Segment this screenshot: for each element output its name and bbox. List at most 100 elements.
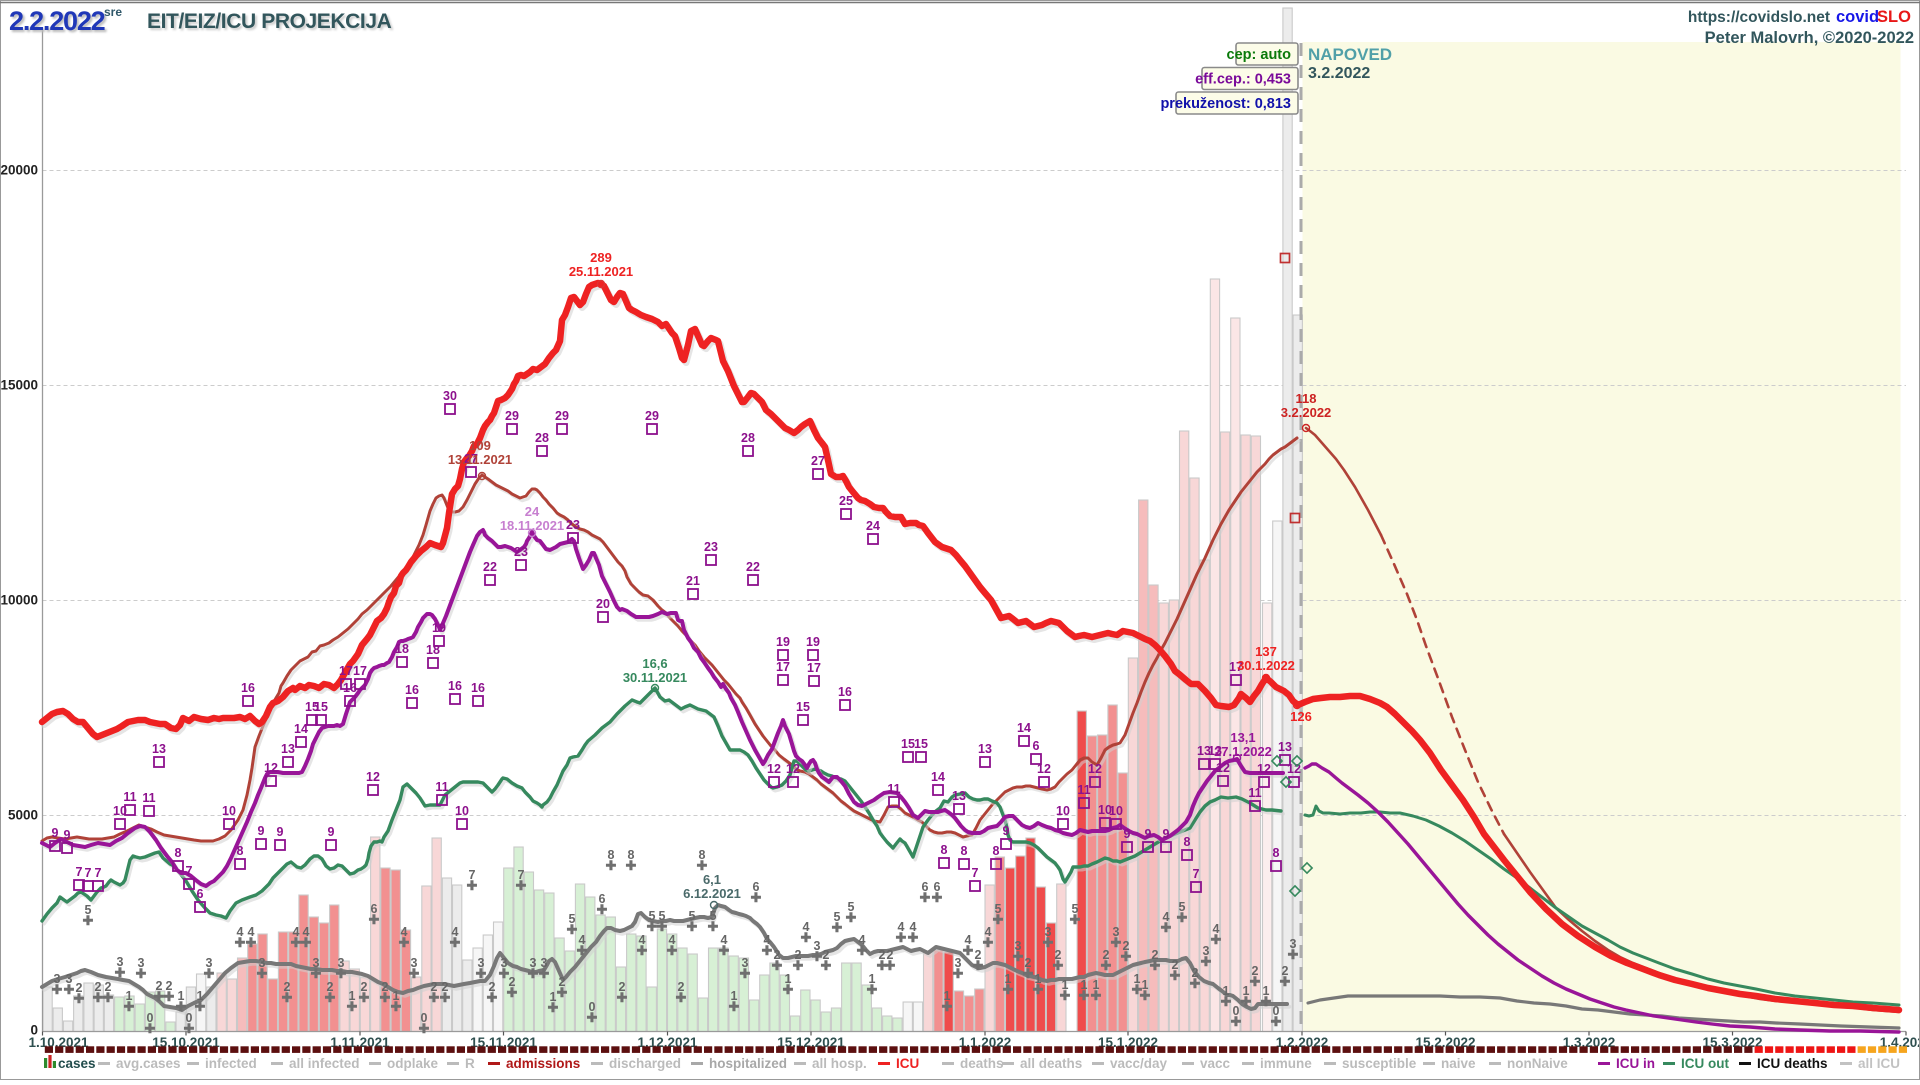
- svg-text:✚: ✚: [729, 999, 740, 1014]
- svg-text:1: 1: [1243, 984, 1250, 998]
- svg-text:2: 2: [509, 975, 516, 989]
- svg-text:✚: ✚: [1013, 949, 1024, 964]
- svg-text:✚: ✚: [419, 1021, 430, 1036]
- svg-text:✚: ✚: [1161, 920, 1172, 935]
- svg-text:13,1: 13,1: [1230, 730, 1255, 745]
- svg-text:✚: ✚: [1280, 974, 1291, 989]
- svg-text:2: 2: [1055, 948, 1062, 962]
- svg-text:ICU deaths: ICU deaths: [1757, 1056, 1828, 1071]
- svg-text:23: 23: [704, 540, 718, 554]
- svg-text:✚: ✚: [821, 958, 832, 973]
- svg-text:7: 7: [85, 866, 92, 880]
- svg-text:3: 3: [541, 956, 548, 970]
- svg-text:1: 1: [731, 989, 738, 1003]
- svg-text:1: 1: [1005, 972, 1012, 986]
- svg-text:10: 10: [222, 804, 236, 818]
- svg-text:EIT/EIZ/ICU PROJEKCIJA: EIT/EIZ/ICU PROJEKCIJA: [147, 10, 392, 33]
- svg-text:10: 10: [113, 804, 127, 818]
- svg-text:✚: ✚: [783, 982, 794, 997]
- svg-text:2: 2: [284, 980, 291, 994]
- svg-text:10000: 10000: [0, 593, 38, 608]
- svg-text:1: 1: [1263, 984, 1270, 998]
- svg-text:12: 12: [264, 761, 278, 775]
- svg-text:all infected: all infected: [289, 1056, 360, 1071]
- svg-text:2: 2: [1252, 964, 1259, 978]
- svg-text:✚: ✚: [257, 966, 268, 981]
- svg-text:28: 28: [741, 431, 755, 445]
- svg-text:✚: ✚: [1043, 935, 1054, 950]
- svg-text:✚: ✚: [1091, 988, 1102, 1003]
- svg-text:✚: ✚: [617, 990, 628, 1005]
- svg-text:25: 25: [839, 494, 853, 508]
- svg-text:2.2.2022: 2.2.2022: [9, 6, 105, 36]
- svg-text:✚: ✚: [1079, 988, 1090, 1003]
- svg-text:3: 3: [206, 956, 213, 970]
- svg-text:✚: ✚: [1111, 935, 1122, 950]
- svg-text:0: 0: [589, 1000, 596, 1014]
- svg-text:✚: ✚: [963, 943, 974, 958]
- svg-text:6: 6: [934, 880, 941, 894]
- svg-text:✚: ✚: [1101, 958, 1112, 973]
- svg-text:13: 13: [978, 742, 992, 756]
- svg-text:12: 12: [767, 762, 781, 776]
- svg-text:✚: ✚: [885, 958, 896, 973]
- svg-text:8: 8: [175, 846, 182, 860]
- svg-text:✚: ✚: [391, 999, 402, 1014]
- svg-text:18.11.2021: 18.11.2021: [500, 518, 564, 533]
- svg-text:✚: ✚: [920, 890, 931, 905]
- svg-text:1: 1: [178, 989, 185, 1003]
- svg-text:137: 137: [1255, 644, 1277, 659]
- svg-text:4: 4: [248, 925, 255, 939]
- svg-text:4: 4: [859, 933, 866, 947]
- svg-text:3: 3: [742, 956, 749, 970]
- svg-text:19: 19: [806, 635, 820, 649]
- svg-text:6: 6: [599, 892, 606, 906]
- svg-text:✚: ✚: [1070, 912, 1081, 927]
- svg-text:✚: ✚: [440, 990, 451, 1005]
- svg-text:8: 8: [628, 848, 635, 862]
- svg-text:30: 30: [443, 389, 457, 403]
- svg-text:ICU out: ICU out: [1681, 1056, 1729, 1071]
- svg-text:✚: ✚: [708, 919, 719, 934]
- svg-text:19: 19: [432, 621, 446, 635]
- svg-text:✚: ✚: [1201, 954, 1212, 969]
- svg-text:16,6: 16,6: [642, 656, 667, 671]
- svg-text:3: 3: [1113, 925, 1120, 939]
- svg-text:✚: ✚: [311, 966, 322, 981]
- svg-text:all ICU: all ICU: [1858, 1056, 1900, 1071]
- svg-text:1: 1: [869, 972, 876, 986]
- svg-text:✚: ✚: [1053, 958, 1064, 973]
- svg-text:✚: ✚: [204, 966, 215, 981]
- svg-text:✚: ✚: [846, 910, 857, 925]
- svg-text:✚: ✚: [877, 958, 888, 973]
- svg-text:✚: ✚: [1211, 932, 1222, 947]
- svg-text:6,1: 6,1: [703, 872, 721, 887]
- svg-text:✚: ✚: [336, 966, 347, 981]
- svg-text:1.12.2021: 1.12.2021: [637, 1035, 698, 1050]
- svg-text:6: 6: [197, 887, 204, 901]
- svg-text:✚: ✚: [164, 989, 175, 1004]
- svg-text:289: 289: [590, 250, 612, 265]
- svg-text:4: 4: [303, 925, 310, 939]
- svg-text:29: 29: [645, 409, 659, 423]
- svg-text:10: 10: [1109, 804, 1123, 818]
- svg-text:discharged: discharged: [609, 1056, 681, 1071]
- svg-text:covid: covid: [1836, 8, 1879, 26]
- svg-text:✚: ✚: [867, 982, 878, 997]
- svg-text:19: 19: [776, 635, 790, 649]
- svg-text:✚: ✚: [801, 930, 812, 945]
- svg-text:susceptible: susceptible: [1342, 1056, 1417, 1071]
- svg-text:15.2.2022: 15.2.2022: [1415, 1035, 1475, 1050]
- svg-text:1.10.2021: 1.10.2021: [29, 1035, 90, 1050]
- svg-text:12: 12: [1088, 762, 1102, 776]
- svg-text:15: 15: [305, 700, 319, 714]
- svg-text:17: 17: [776, 660, 790, 674]
- svg-text:✚: ✚: [409, 966, 420, 981]
- svg-text:✚: ✚: [953, 966, 964, 981]
- svg-text:✚: ✚: [973, 958, 984, 973]
- svg-text:4: 4: [764, 933, 771, 947]
- svg-text:✚: ✚: [772, 958, 783, 973]
- svg-text:✚: ✚: [908, 930, 919, 945]
- svg-text:15: 15: [314, 700, 328, 714]
- svg-text:1: 1: [550, 990, 557, 1004]
